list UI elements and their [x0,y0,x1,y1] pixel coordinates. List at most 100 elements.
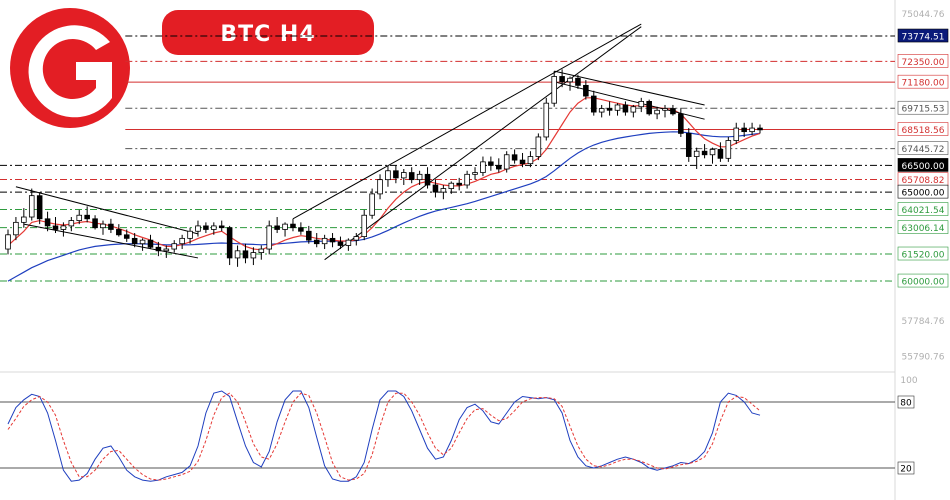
trendline [324,26,642,261]
stochastic-panel: 80 20 100 [0,376,918,482]
candle-body [448,182,455,189]
level-badge [897,54,949,68]
candle-body [401,172,407,179]
candle-body [76,214,83,221]
level-badge [897,100,949,115]
candle-body [685,133,692,157]
level-badge [897,141,949,155]
price-tick-label: 55790.76 [902,352,945,362]
level-badge [897,158,949,172]
candle-body [622,104,629,113]
level-badge-label: 60000.00 [902,278,945,288]
candle-body [567,77,573,83]
level-badge [897,246,949,261]
level-badge-label: 61520.00 [902,251,945,261]
level-badge-label: 69715.53 [902,105,945,115]
candle-body [757,127,763,131]
price-tick-label: 57784.76 [902,317,945,327]
chart-title-banner: BTC H4 [162,10,374,55]
candle-body [226,227,233,259]
stoch-level-badge [897,395,915,409]
candle-body [21,216,27,223]
candle-body [646,100,652,115]
candle-body [519,159,526,165]
candle-body [282,223,288,230]
candle-body [306,230,312,241]
candle-body [543,102,550,138]
candle-body [496,165,502,170]
candle-body [432,184,439,193]
level-badge [897,220,949,234]
candle-body [116,229,122,236]
candle-body [472,172,478,175]
candle-body [464,173,470,186]
candle-body [179,237,185,245]
price-axis: 73774.51 72350.00 71180.00 69715.53 68518.56… [897,10,949,362]
trendline [292,23,642,220]
candle-body [693,150,700,157]
chart-title: BTC H4 [220,22,315,47]
level-badge [897,273,949,288]
trendline [15,186,199,235]
candle-body [242,250,249,259]
candle-body [701,150,708,156]
level-badge-label: 73774.51 [902,33,945,43]
candle-body [488,161,494,166]
candle-body [369,193,375,216]
candle-body [108,223,114,230]
candle-body [290,223,296,229]
candle-body [68,220,75,227]
level-badge-label: 63006.14 [902,224,945,234]
candle-body [234,250,241,259]
candle-body [559,76,565,83]
level-badge-label: 67445.72 [902,145,945,155]
candle-body [139,239,146,245]
candle-body [583,84,589,97]
ma-fast-line [7,97,761,251]
price-levels [0,35,895,282]
candle-body [361,214,367,237]
candle-body [440,188,447,193]
level-badge [897,74,949,89]
candle-body [630,106,637,113]
level-badge-label: 66500.00 [902,162,945,172]
stoch-level-badge [897,461,915,475]
grid [0,0,896,500]
candle-body [749,127,755,133]
candle-body [733,127,740,141]
candle-body [741,127,747,133]
candle-body [163,248,170,252]
candle-body [298,227,304,232]
candle-body [195,225,201,232]
candles [5,69,763,267]
candle-body [385,170,391,181]
candle-body [353,236,360,241]
trendline [554,70,705,106]
candle-body [377,179,383,195]
candle-body [218,225,225,229]
candle-body [614,104,621,111]
candle-body [408,172,415,181]
candle-body [13,221,19,236]
level-badge-label: 72350.00 [902,58,945,68]
level-badge-label: 68518.56 [902,126,945,136]
trendlines [15,23,705,261]
candle-body [598,108,605,113]
candle-body [171,243,178,250]
price-tick-label: 75044.76 [902,10,945,20]
candle-body [480,161,486,173]
brand-logo-G-glyph [28,25,112,118]
candle-body [274,225,280,230]
candle-body [590,95,597,113]
candle-body [527,156,534,165]
stoch-d-line [7,392,761,481]
candle-body [258,248,265,253]
candle-body [337,241,344,246]
stoch-level-label: 80 [900,399,912,409]
candle-body [92,218,98,229]
trendline [554,81,705,120]
candle-body [670,108,676,115]
candle-body [44,218,51,227]
candle-body [155,246,162,252]
